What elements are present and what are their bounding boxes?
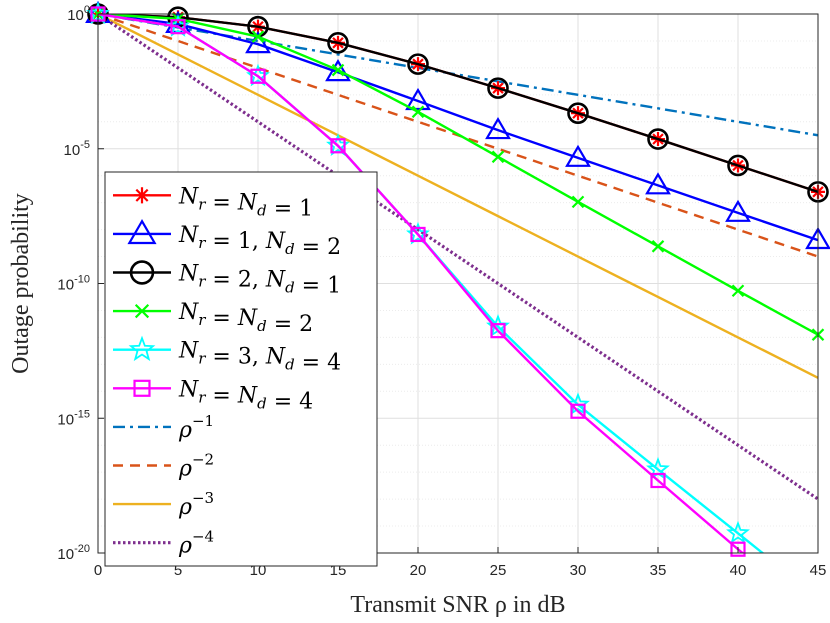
- data-point: [327, 32, 349, 54]
- data-point: [490, 323, 506, 339]
- x-tick-label: 5: [174, 562, 182, 579]
- x-tick-label: 0: [94, 562, 102, 579]
- data-point: [731, 284, 745, 298]
- series-line: [98, 14, 745, 553]
- y-tick-label: 10-5: [64, 139, 90, 159]
- data-point: [570, 403, 586, 419]
- data-point: [330, 138, 346, 154]
- legend-label: ρ−1: [178, 412, 214, 443]
- data-point: [645, 172, 671, 195]
- y-tick-label: 10-15: [57, 408, 90, 428]
- reference-line: [98, 14, 818, 137]
- data-point: [726, 520, 750, 544]
- x-axis-label: Transmit SNR ρ in dB: [350, 592, 565, 618]
- data-point: [134, 303, 150, 319]
- y-tick-label: 10-10: [57, 274, 90, 294]
- data-point: [410, 226, 426, 243]
- data-point: [565, 144, 591, 167]
- data-point: [647, 128, 669, 150]
- y-tick-label: 10-20: [57, 543, 90, 563]
- data-point: [250, 68, 266, 84]
- y-tick-label: 100: [67, 4, 90, 24]
- reference-line-group: [98, 14, 818, 379]
- data-point: [651, 240, 665, 253]
- series-group: [98, 14, 818, 194]
- data-point: [571, 195, 585, 209]
- data-point: [128, 335, 156, 362]
- data-point: [650, 472, 666, 489]
- legend-label: Nr = 3, Nd = 4: [178, 339, 341, 376]
- data-point: [411, 105, 425, 119]
- legend-label: ρ−3: [178, 489, 214, 520]
- series-group: [98, 14, 818, 242]
- data-point: [133, 379, 151, 397]
- data-point: [251, 30, 265, 43]
- data-point: [566, 392, 590, 415]
- series-line: [98, 14, 818, 242]
- y-axis-label: Outage probability: [8, 193, 34, 374]
- data-point: [331, 63, 345, 77]
- legend-label: Nr = Nd = 2: [178, 300, 313, 337]
- legend-label: Nr = 1, Nd = 2: [178, 223, 341, 260]
- series-layer: [85, 0, 830, 557]
- data-point: [129, 260, 155, 285]
- data-point: [405, 87, 431, 111]
- data-point: [491, 150, 505, 164]
- x-tick-label: 30: [570, 562, 587, 579]
- data-point: [407, 53, 429, 75]
- data-point: [325, 59, 351, 82]
- data-point: [567, 102, 589, 124]
- legend-label: Nr = Nd = 4: [178, 377, 313, 414]
- legend: Nr = Nd = 1Nr = 1, Nd = 2Nr = 2, Nd = 1N…: [104, 171, 378, 567]
- data-point: [487, 77, 509, 99]
- x-tick-label: 20: [410, 562, 427, 579]
- data-point: [170, 19, 186, 35]
- reference-line: [98, 14, 818, 379]
- data-point: [245, 30, 271, 54]
- data-point: [725, 199, 751, 222]
- legend-label: Nr = 2, Nd = 1: [178, 262, 341, 299]
- reference-line-group: [98, 14, 818, 137]
- data-point: [485, 116, 511, 140]
- series-line: [98, 14, 818, 194]
- legend-label: ρ−4: [178, 528, 214, 559]
- x-tick-label: 40: [730, 562, 747, 579]
- series-line: [98, 14, 818, 336]
- x-tick-label: 25: [490, 562, 507, 579]
- x-tick-label: 35: [650, 562, 667, 579]
- series-group: [98, 14, 745, 553]
- legend-label: ρ−2: [178, 451, 214, 482]
- data-point: [727, 154, 749, 177]
- legend-label: Nr = Nd = 1: [178, 184, 313, 221]
- series-group: [98, 14, 818, 336]
- data-point: [730, 541, 746, 557]
- data-point: [127, 219, 157, 245]
- data-point: [133, 187, 151, 204]
- x-tick-label: 45: [810, 562, 827, 579]
